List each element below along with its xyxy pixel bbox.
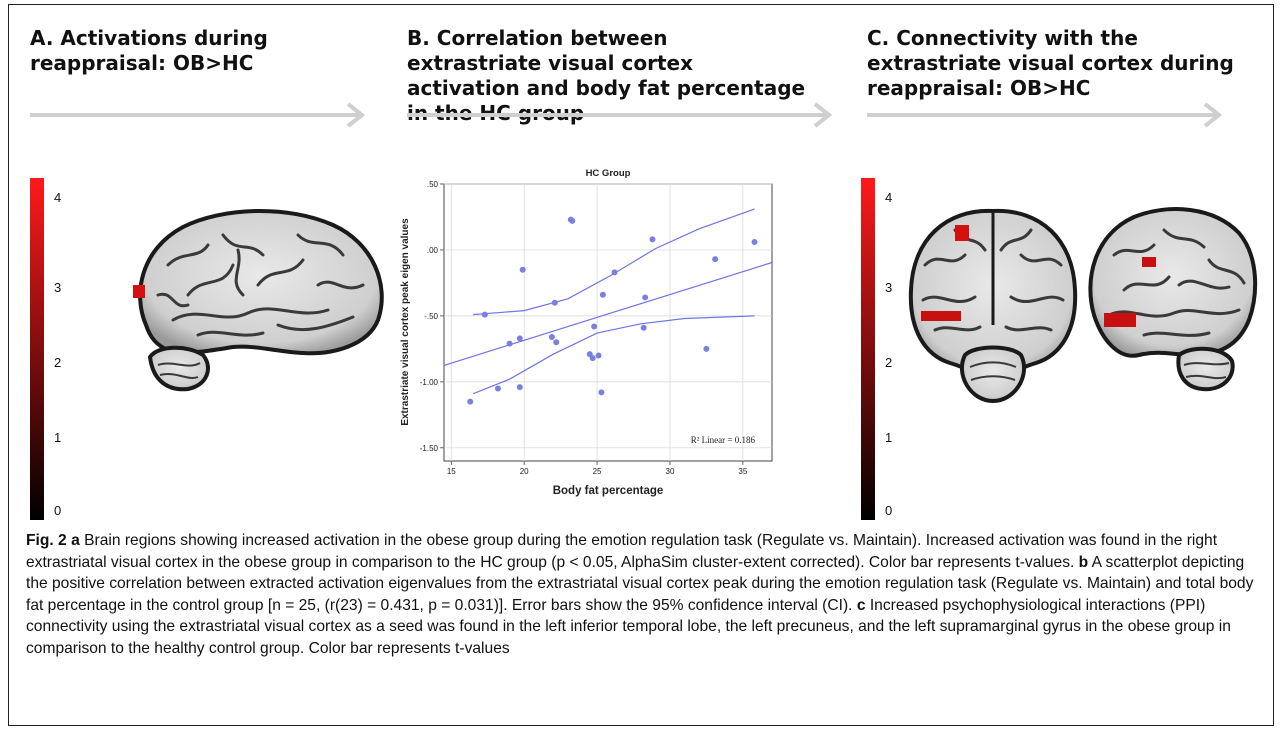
sagittal-brain-image-c xyxy=(1088,207,1258,392)
scatter-point xyxy=(506,340,513,347)
colorbar-c-tick-2: 2 xyxy=(885,355,893,370)
scatter-point xyxy=(595,352,602,359)
colorbar-a-tick-0: 0 xyxy=(54,503,62,518)
scatter-point xyxy=(494,385,501,392)
caption-fig-label: Fig. 2 xyxy=(26,532,67,549)
y-tick-label: -.50 xyxy=(424,312,438,321)
caption-a-text: Brain regions showing increased activati… xyxy=(26,532,1218,571)
caption-c-label: c xyxy=(856,596,866,614)
caption-c-text: Increased psychophysiological interactio… xyxy=(26,596,1231,657)
scatter-point xyxy=(467,398,474,405)
caption-b-label: b xyxy=(1078,553,1089,571)
caption-b-text: A scatterplot depicting the positive cor… xyxy=(26,553,1254,614)
ci-lower-curve xyxy=(472,315,755,395)
fit-line xyxy=(443,261,773,366)
colorbar-a-tick-1: 1 xyxy=(54,430,62,445)
caption-a-label: a xyxy=(71,532,80,549)
panel-a-title: A. Activations during reappraisal: OB>HC xyxy=(30,26,268,75)
y-tick-label: -1.00 xyxy=(420,378,439,387)
y-tick-label: .00 xyxy=(427,246,439,255)
colorbar-c-tick-0: 0 xyxy=(885,503,893,518)
scatter-point xyxy=(481,311,488,318)
x-tick-label: 20 xyxy=(520,467,529,476)
colorbar-a xyxy=(30,178,44,520)
r2-annotation: R² Linear = 0.186 xyxy=(691,435,756,445)
colorbar-c-tick-4: 4 xyxy=(885,190,893,205)
figure-caption: Fig. 2 a Brain regions showing increased… xyxy=(26,530,1264,659)
x-tick-label: 30 xyxy=(666,467,675,476)
chart-title: HC Group xyxy=(586,168,631,179)
y-tick-label: .50 xyxy=(427,180,439,189)
scatter-point xyxy=(703,345,710,352)
plot-area xyxy=(443,183,773,462)
colorbar-a-tick-2: 2 xyxy=(54,355,62,370)
x-axis-label: Body fat percentage xyxy=(553,485,664,497)
coronal-brain-image-c xyxy=(908,208,1078,404)
scatter-point xyxy=(642,294,649,301)
ci-upper-curve xyxy=(473,208,755,316)
panel-c-arrow xyxy=(867,102,1223,128)
colorbar-c-tick-3: 3 xyxy=(885,280,893,295)
scatter-point xyxy=(589,355,596,362)
colorbar-c xyxy=(861,178,875,520)
x-tick-label: 35 xyxy=(738,467,747,476)
scatter-point xyxy=(649,236,656,243)
scatter-point xyxy=(516,335,523,342)
panel-c-title: C. Connectivity with the extrastriate vi… xyxy=(867,26,1234,100)
scatter-point xyxy=(712,256,719,263)
y-tick-label: -1.50 xyxy=(420,444,439,453)
scatter-point xyxy=(640,324,647,331)
panel-b-arrow xyxy=(407,102,833,128)
x-tick-label: 25 xyxy=(593,467,602,476)
scatter-chart: .50 .00 -.50 -1.00 -1.50 15 20 25 30 35 HC Group… xyxy=(400,168,773,497)
scatter-point xyxy=(599,291,606,298)
scatter-point xyxy=(551,299,558,306)
scatter-point xyxy=(751,239,758,246)
panel-a-arrow xyxy=(30,102,366,128)
scatter-point xyxy=(519,266,526,273)
y-axis-label: Extrastriate visual cortex peak eigen va… xyxy=(400,218,411,426)
colorbar-a-tick-4: 4 xyxy=(54,190,62,205)
x-tick-label: 15 xyxy=(447,467,456,476)
scatter-point xyxy=(611,269,618,276)
scatter-point xyxy=(569,217,576,224)
scatter-point xyxy=(516,384,523,391)
scatter-point xyxy=(553,339,560,346)
scatter-point xyxy=(548,334,555,341)
colorbar-a-tick-3: 3 xyxy=(54,280,62,295)
scatter-point xyxy=(598,389,605,396)
sagittal-brain-image-a xyxy=(133,208,384,392)
scatter-point xyxy=(591,323,598,330)
colorbar-c-tick-1: 1 xyxy=(885,430,893,445)
